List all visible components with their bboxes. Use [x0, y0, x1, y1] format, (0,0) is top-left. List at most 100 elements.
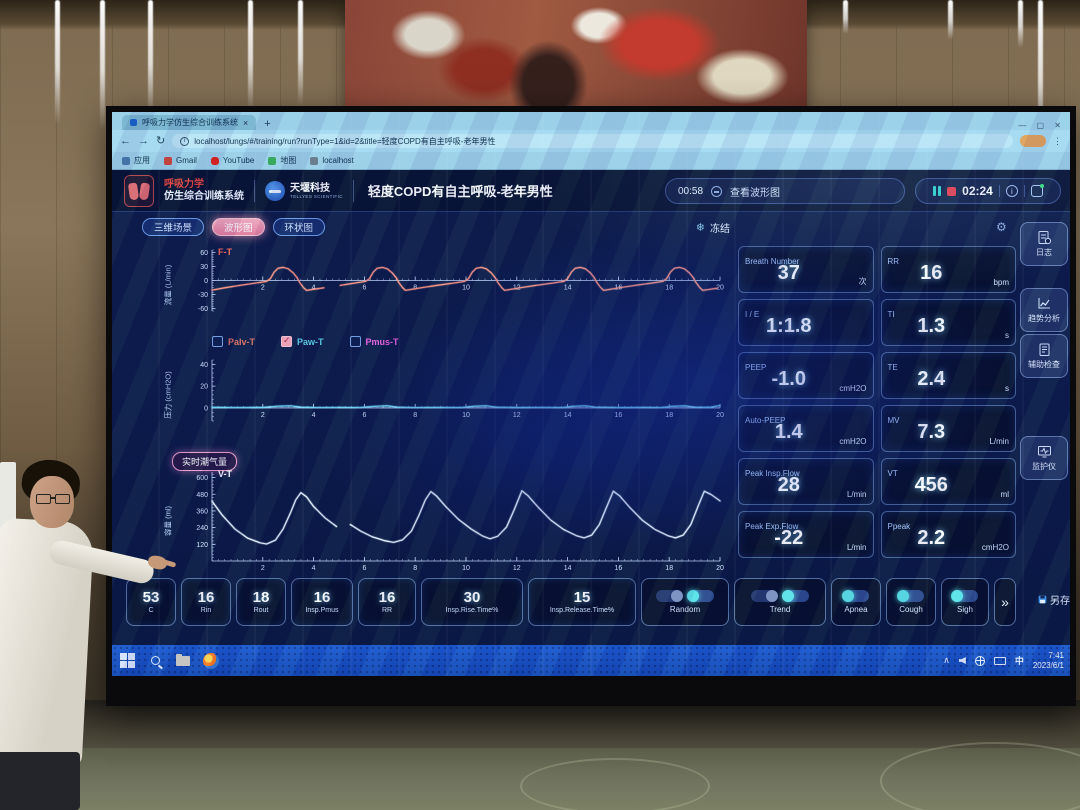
ime-indicator[interactable]: 中: [1014, 656, 1024, 666]
checkbox-paw-t[interactable]: Paw-T: [281, 335, 324, 347]
elapsed-pill[interactable]: 00:58 查看波形图: [665, 178, 905, 204]
pause-button[interactable]: [933, 186, 942, 196]
new-tab-button[interactable]: +: [264, 118, 271, 130]
save-as-button[interactable]: 另存: [1038, 588, 1070, 610]
taskbar-explorer-button[interactable]: [174, 652, 192, 670]
mode-apnea[interactable]: Apnea: [831, 578, 881, 626]
checkbox-box: [212, 336, 223, 347]
settings-gear-icon[interactable]: ⚙: [996, 220, 1007, 234]
toggle-on[interactable]: [897, 590, 924, 602]
mode-trend[interactable]: Trend: [734, 578, 826, 626]
toggle-on[interactable]: [782, 590, 809, 602]
svg-text:4: 4: [312, 285, 316, 292]
address-bar[interactable]: i localhost/lungs/#/training/run?runType…: [172, 134, 1013, 148]
bookmark-youtube[interactable]: YouTube: [210, 156, 254, 165]
glasses-icon: [36, 494, 51, 504]
toggle-off[interactable]: [751, 590, 778, 602]
sidebar-log-button[interactable]: 日志: [1020, 222, 1068, 266]
setting-insp-release-time[interactable]: 15 Insp.Release.Time%: [528, 578, 636, 626]
svg-text:480: 480: [196, 492, 208, 499]
back-button[interactable]: ←: [120, 134, 131, 147]
taskbar-clock[interactable]: 7:41 2023/6/1: [1032, 650, 1064, 670]
toggle-on[interactable]: [951, 590, 978, 602]
sidebar-auxiliary-exam-button[interactable]: 辅助检查: [1020, 334, 1068, 378]
setting-rout[interactable]: 18 Rout: [236, 578, 286, 626]
setting-rin[interactable]: 16 Rin: [181, 578, 231, 626]
notification-icon[interactable]: [1030, 184, 1044, 197]
sidebar-trend-analysis-button[interactable]: 趋势分析: [1020, 288, 1068, 332]
param-ti: TI 1.3 s: [880, 299, 1016, 346]
svg-text:2: 2: [261, 285, 265, 292]
setting-compliance[interactable]: 53 C: [126, 578, 176, 626]
taskbar-browser-button[interactable]: [202, 652, 220, 670]
tray-chevron-icon[interactable]: ∧: [943, 655, 950, 665]
checkbox-box-checked: [281, 335, 293, 347]
setting-insp-rise-time[interactable]: 30 Insp.Rise.Time%: [421, 578, 523, 626]
tab-loop-diagram[interactable]: 环状图: [272, 218, 326, 236]
svg-text:60: 60: [200, 250, 208, 257]
tab-close-icon[interactable]: ×: [243, 117, 249, 128]
freeze-button[interactable]: ❄ 冻结: [695, 221, 730, 235]
stop-button[interactable]: [947, 186, 957, 196]
mode-random[interactable]: Random: [641, 578, 729, 626]
snowflake-icon: ❄: [695, 221, 705, 234]
bookmark-apps[interactable]: 应用: [122, 155, 150, 166]
svg-text:6: 6: [362, 412, 366, 419]
bookmark-maps[interactable]: 地图: [268, 155, 296, 166]
localhost-icon: [310, 156, 319, 165]
tab-3d-scene[interactable]: 三维场景: [142, 218, 205, 236]
svg-text:10: 10: [462, 565, 470, 572]
abstract-painting: [345, 0, 807, 116]
checkbox-pmus-t[interactable]: Pmus-T: [349, 336, 399, 347]
keyboard-icon[interactable]: [993, 656, 1006, 665]
view-tab-row: 三维场景 波形图 环状图 ❄ 冻结: [130, 216, 730, 238]
forward-button[interactable]: →: [138, 134, 149, 147]
svg-text:16: 16: [615, 412, 623, 419]
divider: [1023, 185, 1025, 197]
browser-tab[interactable]: 呼吸力学仿生综合训练系统 ×: [122, 115, 257, 130]
site-info-icon[interactable]: i: [180, 136, 190, 146]
svg-text:10: 10: [462, 285, 470, 292]
setting-rr[interactable]: 16 RR: [358, 578, 416, 626]
setting-insp-pmus[interactable]: 16 Insp.Pmus: [291, 578, 353, 626]
mode-sigh[interactable]: Sigh: [941, 578, 989, 626]
toggle-off[interactable]: [656, 590, 683, 602]
svg-text:8: 8: [413, 285, 417, 292]
tab-waveform[interactable]: 波形图: [212, 218, 265, 236]
param-rr: RR 16 bpm: [880, 246, 1016, 293]
taskbar-search-button[interactable]: [146, 652, 164, 670]
network-icon[interactable]: [974, 655, 985, 666]
profile-badge[interactable]: [1020, 135, 1046, 147]
bookmark-localhost[interactable]: localhost: [310, 156, 354, 165]
window-controls[interactable]: — ▢ ✕: [1018, 121, 1065, 130]
mode-cough[interactable]: Cough: [886, 578, 936, 626]
info-icon[interactable]: i: [1005, 185, 1018, 197]
param-peak-insp-flow: Peak Insp.Flow 28 L/min: [738, 458, 874, 505]
glasses-bridge: [50, 497, 56, 499]
flow-chart-title: F-T: [218, 247, 232, 257]
svg-text:14: 14: [564, 412, 572, 419]
svg-text:12: 12: [513, 412, 521, 419]
browser-menu-icon[interactable]: ⋮: [1053, 135, 1062, 146]
system-tray: ∧ 中 7:41 2023/6/1: [943, 651, 1064, 671]
realtime-tidal-volume-badge: 实时潮气量: [172, 452, 238, 471]
carpet-pattern-ring: [880, 742, 1080, 810]
start-button[interactable]: [118, 652, 136, 670]
monitor-icon: [1037, 446, 1051, 458]
svg-text:10: 10: [462, 412, 470, 419]
more-settings-button[interactable]: »: [994, 578, 1016, 626]
reload-button[interactable]: ↻: [156, 134, 166, 147]
sidebar-monitor-button[interactable]: 监护仪: [1020, 436, 1068, 480]
volume-icon[interactable]: [958, 657, 966, 664]
browser-navbar: ← → ↻ i localhost/lungs/#/training/run?r…: [112, 130, 1070, 152]
svg-text:2: 2: [261, 565, 265, 572]
svg-text:6: 6: [362, 565, 366, 572]
bookmark-gmail[interactable]: Gmail: [164, 156, 197, 165]
checkbox-palv-t[interactable]: Palv-T: [212, 336, 255, 347]
toggle-on[interactable]: [842, 590, 869, 602]
view-waveform-label: 查看波形图: [730, 187, 781, 199]
trend-chart-icon: [1038, 298, 1050, 309]
waveform-view-icon: [711, 185, 723, 197]
toggle-on[interactable]: [687, 590, 714, 602]
